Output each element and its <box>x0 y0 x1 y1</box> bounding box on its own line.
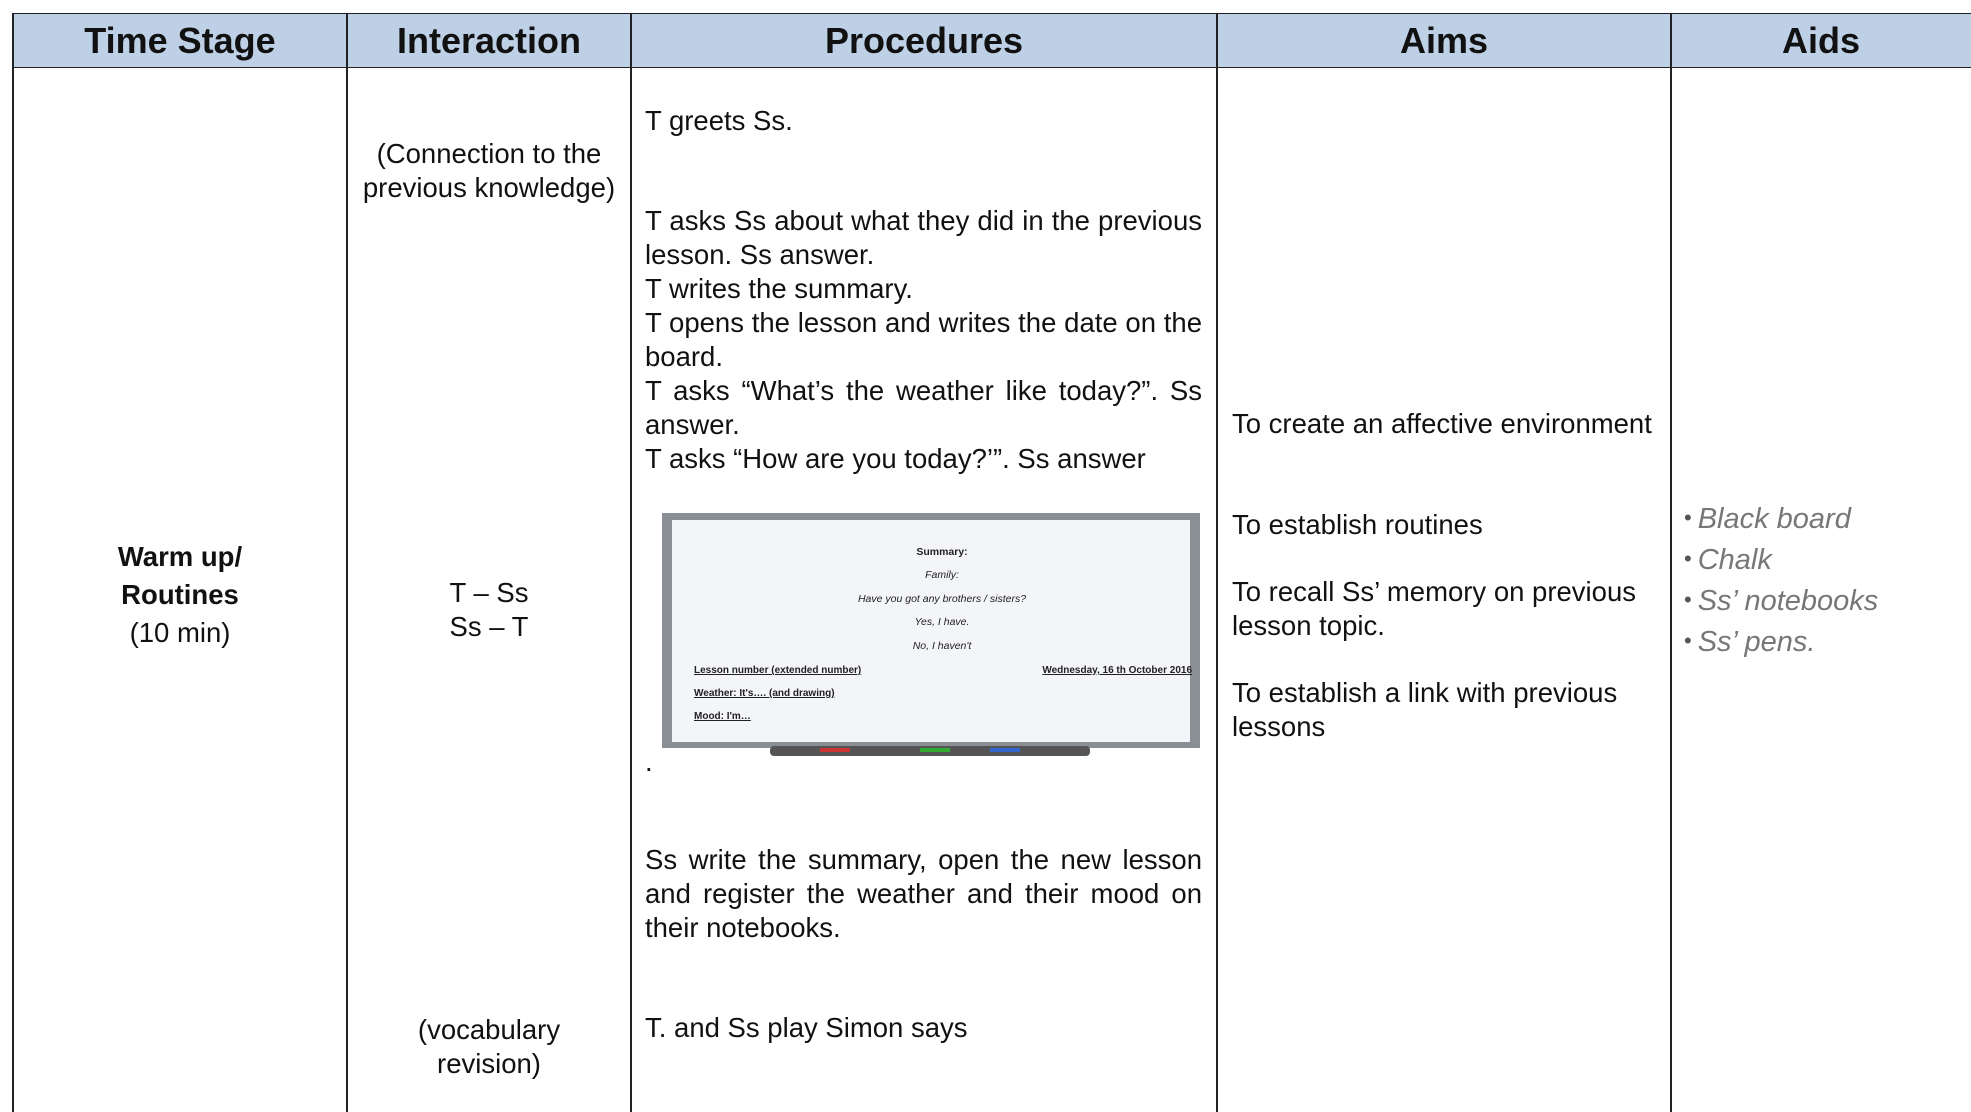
interaction-note: (vocabulary revision) <box>417 1014 561 1079</box>
aim: To create an affective environment <box>1232 408 1652 439</box>
header-row <box>13 13 1971 68</box>
procedure: T writes the summary. <box>645 273 913 304</box>
board-text: Lesson number (extended number) <box>694 665 861 676</box>
interaction-note: (Connection to the previous knowledge) <box>362 138 616 203</box>
board-caption: . <box>645 746 653 777</box>
procedure: Ss write the summary, open the new lesso… <box>645 844 1202 943</box>
stage-name: Warm up/ <box>117 541 243 572</box>
aim: To establish a link with previous lesson… <box>1232 677 1618 742</box>
marker <box>990 748 1020 752</box>
procedure: T asks “What’s the weather like today?”.… <box>645 375 1202 440</box>
header-cell: Time Stage <box>84 20 276 61</box>
aid: Black board <box>1684 498 1964 539</box>
border <box>1670 13 1672 1112</box>
header-cell: Aids <box>1781 20 1860 61</box>
marker <box>920 748 950 752</box>
board-text: Family: <box>925 569 959 581</box>
border <box>346 13 348 1112</box>
board-text: Summary: <box>916 546 967 558</box>
pattern: T – Ss <box>449 577 529 608</box>
time-stage: Warm up/ Routines (10 min) <box>13 538 347 652</box>
header-cell: Aims <box>1399 20 1489 61</box>
board-text: Weather: It's…. (and drawing) <box>694 688 835 699</box>
procedure-steps: T asks Ss about what they did in the pre… <box>645 204 1202 476</box>
procedure: T asks “How are you today?’”. Ss answer <box>645 443 1146 474</box>
procedure: T. and Ss play Simon says <box>645 1012 968 1043</box>
aim: To recall Ss’ memory on previous lesson … <box>1232 576 1636 641</box>
board-text: Wednesday, 16 th October 2016 <box>1042 665 1192 676</box>
border <box>1216 13 1218 1112</box>
stage-name: Routines <box>121 579 239 610</box>
aid: Chalk <box>1684 539 1964 580</box>
aim: To establish routines <box>1232 509 1483 540</box>
procedure: T greets Ss. <box>645 105 793 136</box>
board-text: Yes, I have. <box>915 616 970 628</box>
duration: (10 min) <box>129 617 231 648</box>
procedure: T opens the lesson and writes the date o… <box>645 307 1202 372</box>
board-text: Have you got any brothers / sisters? <box>858 593 1026 605</box>
board-surface <box>672 520 1190 742</box>
marker <box>820 748 850 752</box>
board-image: Summary: Family: Have you got any brothe… <box>662 513 1200 756</box>
board-text: Mood: I'm… <box>694 711 751 722</box>
border <box>12 13 14 1112</box>
aid: Ss’ notebooks <box>1684 580 1964 621</box>
header-cell: Procedures <box>824 20 1024 61</box>
pattern: Ss – T <box>449 611 529 642</box>
interaction-pattern: T – Ss Ss – T <box>347 576 631 644</box>
aids-list: Black board Chalk Ss’ notebooks Ss’ pens… <box>1684 498 1964 662</box>
aid: Ss’ pens. <box>1684 621 1964 662</box>
board-text: No, I haven't <box>913 640 973 652</box>
procedure: T asks Ss about what they did in the pre… <box>645 205 1202 270</box>
border <box>630 13 632 1112</box>
header-cell: Interaction <box>396 20 582 61</box>
